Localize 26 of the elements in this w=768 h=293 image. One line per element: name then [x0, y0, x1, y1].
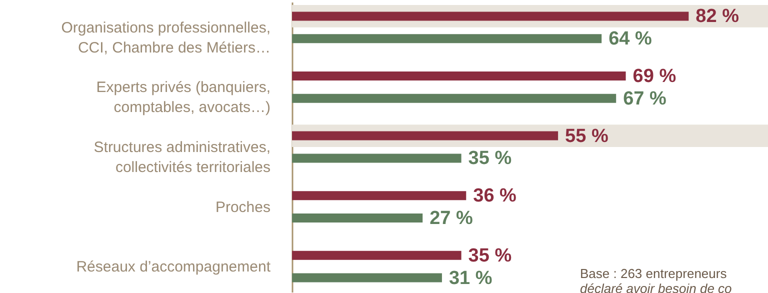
data-label: 64 % — [608, 28, 652, 50]
y-tick-label: Proches — [215, 198, 270, 216]
data-label: 31 % — [448, 268, 492, 289]
bar — [292, 131, 558, 140]
bar — [292, 214, 423, 223]
data-label: 82 % — [696, 6, 740, 28]
bar — [292, 71, 626, 80]
y-tick-label: Réseaux d’accompagnement — [76, 258, 272, 276]
annotation: déclaré avoir besoin de co — [580, 281, 732, 293]
data-label: 69 % — [632, 66, 676, 87]
bar — [292, 34, 602, 44]
bar — [292, 154, 462, 163]
y-tick-label: Structures administratives, collectivités territoriales — [94, 139, 270, 176]
bar — [292, 94, 616, 103]
y-tick-label: Experts privés (banquiers, comptables, avocats…) — [96, 79, 270, 116]
data-label: 35 % — [468, 245, 512, 266]
y-tick-label: Organisations professionnelles, CCI, Chambre des Métiers… — [61, 19, 270, 56]
data-label: 55 % — [565, 126, 608, 147]
bar — [292, 191, 466, 200]
data-label: 67 % — [623, 88, 667, 110]
bar — [292, 250, 462, 260]
data-label: 27 % — [430, 208, 474, 230]
data-label: 36 % — [473, 186, 517, 207]
annotation: Base : 263 entrepreneurs — [580, 266, 728, 281]
data-label: 35 % — [468, 148, 512, 170]
bar — [292, 273, 442, 282]
